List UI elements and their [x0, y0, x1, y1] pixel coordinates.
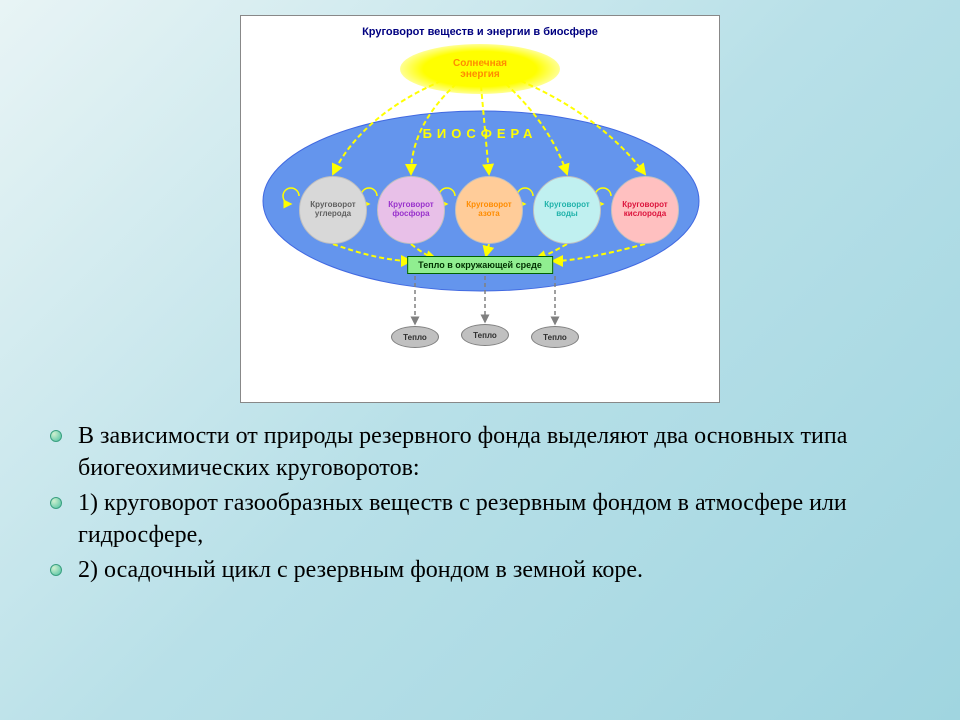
bullet-item: В зависимости от природы резервного фонд…	[50, 420, 910, 485]
cycle-circle: Круговоротфосфора	[377, 176, 445, 244]
heat-env-box: Тепло в окружающей среде	[407, 256, 553, 274]
cycle-circle: Круговоротазота	[455, 176, 523, 244]
cycle-circle: Круговоротводы	[533, 176, 601, 244]
cycle-circle: Круговороткислорода	[611, 176, 679, 244]
sun-line2: энергия	[460, 69, 499, 80]
cycle-circle: Круговоротуглерода	[299, 176, 367, 244]
sun-line1: Солнечная	[453, 58, 507, 69]
text-content: В зависимости от природы резервного фонд…	[50, 420, 910, 588]
diagram-title: Круговорот веществ и энергии в биосфере	[241, 26, 719, 38]
bullet-icon	[50, 564, 62, 576]
cycle-line2: углерода	[315, 210, 351, 219]
bullet-icon	[50, 430, 62, 442]
biosphere-label: БИОСФЕРА	[423, 126, 538, 141]
bullet-item: 1) круговорот газообразных веществ с рез…	[50, 487, 910, 552]
bullet-item: 2) осадочный цикл с резервным фондом в з…	[50, 554, 910, 586]
bullet-icon	[50, 497, 62, 509]
heat-small: Тепло	[391, 326, 439, 348]
cycle-line2: кислорода	[624, 210, 666, 219]
sun-label: Солнечная энергия	[400, 44, 560, 94]
cycle-line2: фосфора	[392, 210, 429, 219]
cycle-line2: воды	[556, 210, 578, 219]
heat-small: Тепло	[531, 326, 579, 348]
bullet-text: 1) круговорот газообразных веществ с рез…	[78, 490, 847, 548]
cycle-line2: азота	[478, 210, 499, 219]
bullet-text: В зависимости от природы резервного фонд…	[78, 423, 847, 481]
bullet-text: 2) осадочный цикл с резервным фондом в з…	[78, 557, 643, 583]
diagram-panel: Круговорот веществ и энергии в биосфере	[240, 15, 720, 403]
heat-small: Тепло	[461, 324, 509, 346]
